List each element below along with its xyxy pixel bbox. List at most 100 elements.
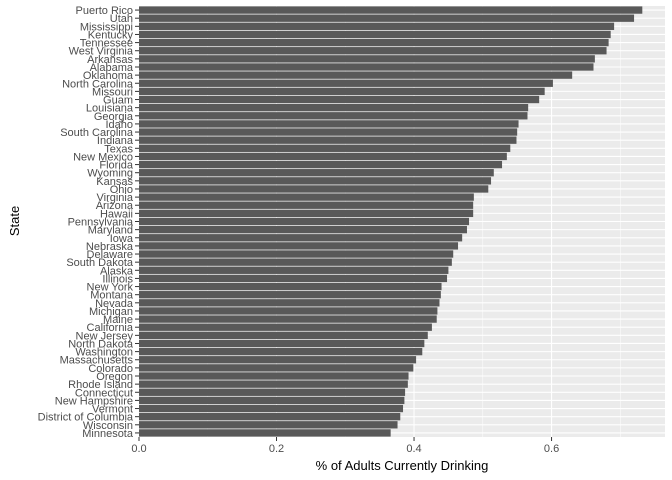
y-tick-label: New Mexico	[73, 151, 133, 163]
bar	[139, 388, 406, 396]
bar	[139, 331, 428, 340]
y-tick-label: Maine	[103, 314, 133, 326]
bar	[139, 22, 615, 30]
bar	[139, 112, 528, 120]
bar	[139, 185, 489, 193]
y-tick-label: Wyoming	[87, 168, 133, 180]
y-tick-label: New Jersey	[76, 330, 134, 342]
y-tick-label: Pennsylvania	[68, 217, 134, 229]
bar	[139, 217, 470, 226]
bar	[139, 169, 494, 177]
y-tick-label: Maryland	[88, 225, 133, 237]
y-tick-label: Washington	[75, 347, 133, 359]
bar	[139, 396, 405, 405]
x-axis-title: % of Adults Currently Drinking	[316, 458, 489, 473]
y-tick-label: Idaho	[105, 119, 133, 131]
bar	[139, 356, 417, 364]
bar	[139, 291, 441, 299]
y-tick-label: South Dakota	[66, 257, 134, 269]
bar	[139, 30, 611, 39]
bar	[139, 47, 607, 55]
bar	[139, 128, 518, 136]
bar	[139, 282, 442, 291]
bar	[139, 225, 467, 234]
y-axis-title: State	[7, 206, 22, 236]
y-tick-label: Georgia	[94, 111, 134, 123]
y-tick-label: Nevada	[95, 298, 134, 310]
y-tick-label: North Dakota	[68, 338, 134, 350]
y-tick-label: Minnesota	[82, 428, 134, 440]
y-tick-label: Louisiana	[86, 103, 134, 115]
y-tick-label: Illinois	[102, 273, 133, 285]
y-tick-label: New York	[87, 282, 134, 294]
y-tick-label: Oklahoma	[83, 70, 134, 82]
y-tick-label: Delaware	[87, 249, 133, 261]
bar	[139, 209, 474, 218]
y-tick-label: Wisconsin	[83, 420, 133, 432]
bar	[139, 404, 404, 413]
bar	[139, 372, 409, 380]
bar	[139, 38, 609, 47]
bar	[139, 193, 474, 201]
y-axis-ticks: Puerto RicoUtahMississippiKentuckyTennes…	[38, 5, 139, 440]
y-tick-label: Nebraska	[86, 241, 134, 253]
y-tick-label: West Virginia	[69, 46, 134, 58]
y-tick-label: Missouri	[92, 86, 133, 98]
bar	[139, 380, 408, 388]
y-tick-label: Utah	[110, 13, 133, 25]
bar	[139, 315, 437, 323]
y-tick-label: Kentucky	[88, 29, 134, 41]
y-tick-label: Indiana	[97, 135, 134, 147]
y-tick-label: Michigan	[89, 306, 133, 318]
x-tick-label: 0.0	[131, 443, 146, 455]
bar	[139, 201, 474, 209]
y-tick-label: Rhode Island	[68, 379, 133, 391]
x-tick-label: 0.2	[269, 443, 284, 455]
y-tick-label: Colorado	[88, 363, 133, 375]
bar	[139, 79, 553, 87]
bar	[139, 307, 438, 315]
bar	[139, 323, 432, 331]
bar	[139, 299, 440, 307]
y-tick-label: Kansas	[96, 176, 133, 188]
bar	[139, 136, 517, 144]
bar	[139, 144, 511, 152]
y-tick-label: District of Columbia	[38, 412, 134, 424]
bar	[139, 364, 414, 372]
bar	[139, 339, 425, 348]
bar	[139, 242, 459, 250]
bar	[139, 6, 643, 14]
bar	[139, 258, 452, 266]
bar	[139, 55, 595, 63]
bar	[139, 95, 540, 104]
bar	[139, 234, 463, 242]
y-tick-label: Montana	[90, 290, 134, 302]
bar	[139, 429, 391, 437]
x-tick-label: 0.4	[406, 443, 421, 455]
bar	[139, 103, 529, 112]
bar	[139, 152, 507, 161]
bar	[139, 266, 449, 274]
y-tick-label: Connecticut	[75, 387, 133, 399]
y-tick-label: Alaska	[100, 265, 134, 277]
y-tick-label: Hawaii	[100, 208, 133, 220]
bar	[139, 63, 594, 71]
y-tick-label: Texas	[104, 143, 133, 155]
y-tick-label: Florida	[99, 160, 134, 172]
y-tick-label: Massachusetts	[60, 355, 134, 367]
x-axis-ticks: 0.0 0.2 0.4 0.6	[131, 437, 559, 455]
y-tick-label: Vermont	[92, 404, 133, 416]
y-tick-label: Virginia	[97, 192, 134, 204]
y-tick-label: Tennessee	[80, 38, 133, 50]
y-tick-label: Iowa	[110, 233, 134, 245]
bar	[139, 177, 492, 185]
y-tick-label: California	[87, 322, 134, 334]
y-tick-label: Alabama	[90, 62, 134, 74]
bar	[139, 421, 398, 429]
bars	[139, 6, 643, 437]
bar	[139, 250, 454, 258]
x-tick-label: 0.6	[544, 443, 559, 455]
y-tick-label: North Carolina	[62, 78, 134, 90]
y-tick-label: Arkansas	[87, 54, 133, 66]
bar	[139, 120, 519, 128]
